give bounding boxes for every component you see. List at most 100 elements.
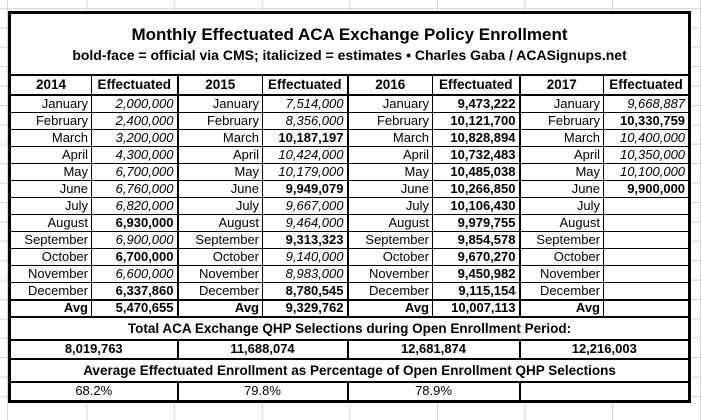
year-header-2014[interactable]: 2014 [9,74,92,96]
value-cell-2016[interactable]: 10,106,430 [432,197,521,215]
value-cell-2016[interactable]: 9,854,578 [432,231,521,249]
value-cell-2014[interactable]: 2,400,000 [91,112,179,130]
value-header-2015[interactable]: Effectuated [262,74,349,96]
month-label-2014[interactable]: May [9,163,92,181]
month-label-2017[interactable]: August [519,214,604,232]
value-cell-2017[interactable] [602,265,691,283]
month-label-2014[interactable]: October [9,248,92,266]
value-cell-2017[interactable] [602,248,691,266]
pct-value-2017[interactable] [518,381,691,402]
avg-label-2016[interactable]: Avg [347,299,433,318]
value-cell-2014[interactable]: 2,000,000 [91,94,179,113]
value-cell-2015[interactable]: 10,424,000 [262,146,349,164]
month-label-2015[interactable]: July [177,197,263,215]
pct-value-2014[interactable]: 68.2% [8,381,179,402]
month-label-2015[interactable]: December [177,282,263,301]
month-label-2014[interactable]: September [9,231,92,249]
value-cell-2016[interactable]: 10,121,700 [432,112,521,130]
qhp-total-2014[interactable]: 8,019,763 [8,339,179,360]
month-label-2015[interactable]: September [177,231,263,249]
value-cell-2017[interactable]: 10,350,000 [602,146,691,164]
month-label-2014[interactable]: April [9,146,92,164]
value-cell-2016[interactable]: 9,115,154 [432,282,521,301]
month-label-2016[interactable]: June [347,180,433,198]
value-cell-2014[interactable]: 6,930,000 [91,214,179,232]
month-label-2015[interactable]: January [177,94,263,113]
month-label-2014[interactable]: July [9,197,92,215]
avg-value-2015[interactable]: 9,329,762 [262,299,349,318]
year-header-2016[interactable]: 2016 [347,74,433,96]
value-header-2017[interactable]: Effectuated [602,74,691,96]
value-cell-2016[interactable]: 10,266,850 [432,180,521,198]
avg-label-2014[interactable]: Avg [9,299,92,318]
value-cell-2015[interactable]: 9,313,323 [262,231,349,249]
value-cell-2015[interactable]: 10,179,000 [262,163,349,181]
month-label-2017[interactable]: October [519,248,604,266]
value-cell-2017[interactable]: 10,400,000 [602,129,691,147]
avg-label-2015[interactable]: Avg [177,299,263,318]
month-label-2017[interactable]: July [519,197,604,215]
month-label-2014[interactable]: August [9,214,92,232]
value-cell-2017[interactable]: 9,668,887 [602,94,691,113]
month-label-2015[interactable]: November [177,265,263,283]
month-label-2016[interactable]: July [347,197,433,215]
month-label-2017[interactable]: April [519,146,604,164]
month-label-2017[interactable]: March [519,129,604,147]
value-cell-2015[interactable]: 9,140,000 [262,248,349,266]
qhp-total-2017[interactable]: 12,216,003 [518,339,691,360]
month-label-2016[interactable]: November [347,265,433,283]
month-label-2014[interactable]: December [9,282,92,301]
month-label-2015[interactable]: October [177,248,263,266]
value-cell-2014[interactable]: 4,300,000 [91,146,179,164]
value-cell-2015[interactable]: 9,464,000 [262,214,349,232]
month-label-2015[interactable]: June [177,180,263,198]
month-label-2017[interactable]: June [519,180,604,198]
value-cell-2017[interactable] [602,231,691,249]
month-label-2017[interactable]: September [519,231,604,249]
pct-value-2015[interactable]: 79.8% [176,381,349,402]
value-cell-2015[interactable]: 9,667,000 [262,197,349,215]
value-header-2014[interactable]: Effectuated [91,74,179,96]
month-label-2016[interactable]: September [347,231,433,249]
qhp-total-2016[interactable]: 12,681,874 [346,339,521,360]
month-label-2017[interactable]: January [519,94,604,113]
month-label-2015[interactable]: August [177,214,263,232]
value-cell-2017[interactable] [602,282,691,301]
value-cell-2016[interactable]: 9,979,755 [432,214,521,232]
value-cell-2015[interactable]: 8,780,545 [262,282,349,301]
value-cell-2016[interactable]: 10,485,038 [432,163,521,181]
qhp-total-2015[interactable]: 11,688,074 [176,339,349,360]
value-cell-2016[interactable]: 10,828,894 [432,129,521,147]
pct-value-2016[interactable]: 78.9% [346,381,521,402]
month-label-2016[interactable]: January [347,94,433,113]
avg-label-2017[interactable]: Avg [519,299,604,318]
month-label-2017[interactable]: December [519,282,604,301]
value-cell-2017[interactable]: 9,900,000 [602,180,691,198]
value-cell-2015[interactable]: 8,356,000 [262,112,349,130]
value-cell-2014[interactable]: 6,760,000 [91,180,179,198]
value-header-2016[interactable]: Effectuated [432,74,521,96]
value-cell-2016[interactable]: 9,473,222 [432,94,521,113]
month-label-2016[interactable]: April [347,146,433,164]
month-label-2015[interactable]: February [177,112,263,130]
value-cell-2017[interactable] [602,214,691,232]
month-label-2016[interactable]: December [347,282,433,301]
month-label-2016[interactable]: October [347,248,433,266]
value-cell-2017[interactable]: 10,330,759 [602,112,691,130]
month-label-2016[interactable]: May [347,163,433,181]
value-cell-2017[interactable] [602,197,691,215]
value-cell-2015[interactable]: 10,187,197 [262,129,349,147]
value-cell-2015[interactable]: 8,983,000 [262,265,349,283]
value-cell-2014[interactable]: 6,700,000 [91,248,179,266]
value-cell-2014[interactable]: 6,820,000 [91,197,179,215]
month-label-2017[interactable]: November [519,265,604,283]
year-header-2017[interactable]: 2017 [519,74,604,96]
value-cell-2014[interactable]: 3,200,000 [91,129,179,147]
avg-value-2016[interactable]: 10,007,113 [432,299,521,318]
value-cell-2016[interactable]: 10,732,483 [432,146,521,164]
month-label-2014[interactable]: March [9,129,92,147]
value-cell-2016[interactable]: 9,450,982 [432,265,521,283]
month-label-2014[interactable]: November [9,265,92,283]
avg-value-2017[interactable] [602,299,691,318]
value-cell-2014[interactable]: 6,700,000 [91,163,179,181]
